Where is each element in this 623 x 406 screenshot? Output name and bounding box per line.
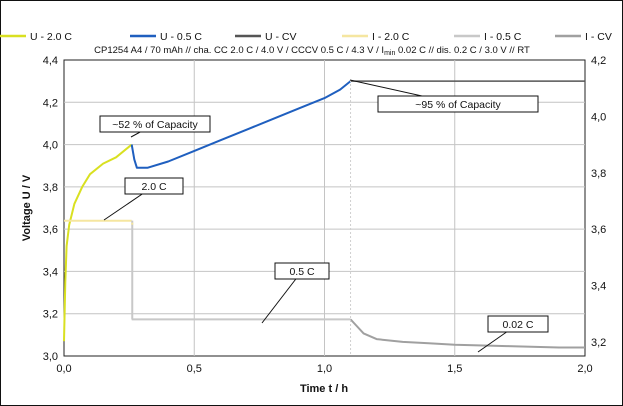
legend-label: I - 0.5 C xyxy=(484,31,522,43)
legend-label: U - CV xyxy=(265,31,297,43)
y-left-tick-label: 4,0 xyxy=(43,140,58,152)
annotation-box xyxy=(274,262,330,280)
y-left-tick-label: 3,4 xyxy=(43,266,58,278)
y-right-tick-label: 4,0 xyxy=(591,111,606,123)
x-tick-label: 0,0 xyxy=(56,363,71,375)
y-left-tick-label: 4,2 xyxy=(43,97,58,109)
annotation-leader xyxy=(261,270,303,324)
chart-subtitle: CP1254 A4 / 70 mAh // cha. CC 2.0 C / 4.… xyxy=(94,45,530,57)
y-left-tick-label: 3,0 xyxy=(43,351,58,363)
y-left-tick-label: 3,2 xyxy=(43,309,58,321)
legend-label: I - 2.0 C xyxy=(372,31,410,43)
y-right-tick-label: 3,8 xyxy=(591,168,606,180)
annotation-text: ~95 % of Capacity xyxy=(415,99,501,111)
y-right-tick-label: 3,6 xyxy=(591,224,606,236)
legend-label: U - 0.5 C xyxy=(160,31,202,43)
annotation-text: 2.0 C xyxy=(141,181,167,193)
legend-label: U - 2.0 C xyxy=(30,31,72,43)
annotation-text: 0.5 C xyxy=(289,266,315,278)
legend-label: I - CV xyxy=(585,31,612,43)
y-left-tick-label: 3,6 xyxy=(43,224,58,236)
series-line-u-0-5-c xyxy=(130,80,352,169)
series-line-u-2-0-c xyxy=(63,143,133,342)
annotation-text: 0.02 C xyxy=(503,319,534,331)
x-tick-label: 0,5 xyxy=(187,363,202,375)
annotation-box xyxy=(124,177,184,195)
x-tick-label: 1,0 xyxy=(317,363,332,375)
y-left-tick-label: 3,8 xyxy=(43,182,58,194)
y-left-tick-label: 4,4 xyxy=(43,55,58,67)
series-line-i-cv xyxy=(349,318,585,349)
annotation-box xyxy=(377,95,539,113)
annotation-text: ~52 % of Capacity xyxy=(112,119,198,131)
x-tick-label: 2,0 xyxy=(577,363,592,375)
annotation-box xyxy=(487,315,549,333)
y-right-tick-label: 4,2 xyxy=(591,55,606,67)
x-tick-label: 1,5 xyxy=(447,363,462,375)
plot-area: 0,0 0,5 1,0 1,5 2,0 3,0 3,2 3,4 3,6 3,8 4,0 4,2 4,4 3… xyxy=(43,55,607,375)
y-right-tick-label: 3,2 xyxy=(591,337,606,349)
legend: U - 2.0 C U - 0.5 C U - CV I - 2.0 C I - 0.5… xyxy=(0,31,612,43)
x-axis-label: Time t / h xyxy=(300,383,348,395)
y-axis-label: Voltage U / V xyxy=(21,174,33,241)
y-right-tick-label: 3,4 xyxy=(591,281,606,293)
annotation-box xyxy=(99,115,211,133)
